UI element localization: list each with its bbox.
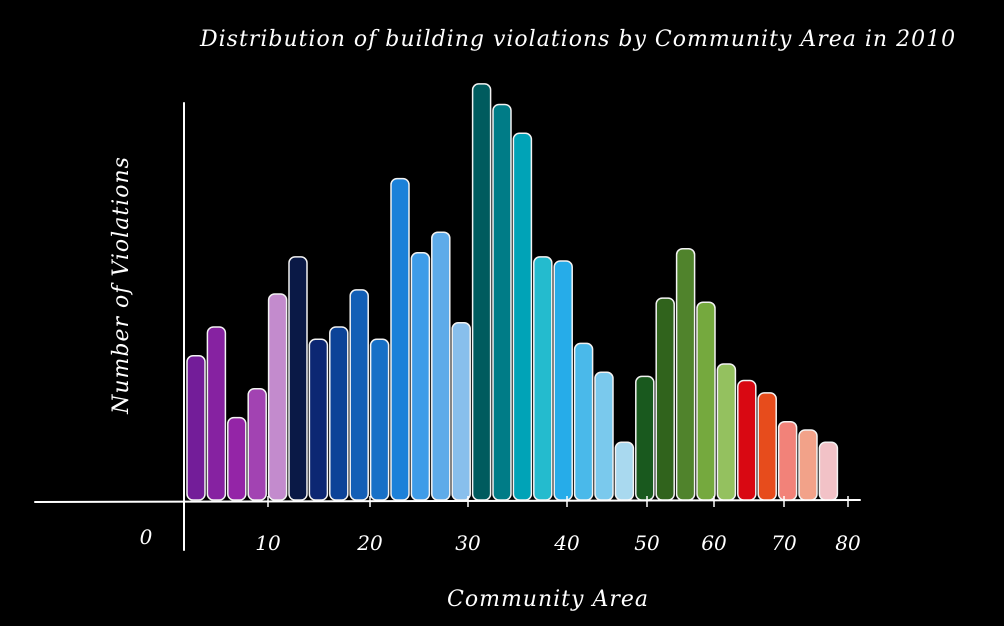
bar-area-1 (186, 355, 206, 501)
x-tick-label-10: 10 (255, 531, 281, 555)
bar-area-19 (553, 260, 573, 501)
x-tick-label-50: 50 (634, 531, 660, 555)
x-tick-label-30: 30 (455, 531, 481, 555)
x-tick-label-40: 40 (553, 531, 580, 555)
x-tick-label-0: 0 (140, 525, 153, 549)
bar-area-32 (818, 441, 839, 501)
bar-area-14 (451, 322, 471, 501)
bar-area-13 (431, 231, 451, 501)
bars-group (186, 83, 839, 501)
bar-area-28 (737, 379, 757, 501)
x-tick-label-70: 70 (771, 531, 797, 555)
bar-area-31 (798, 429, 818, 501)
bar-area-22 (614, 441, 635, 501)
bar-area-25 (675, 247, 696, 501)
bar-area-23 (635, 375, 655, 501)
x-tick-label-80: 80 (835, 531, 861, 555)
bar-area-2 (206, 326, 227, 501)
bar-area-27 (716, 363, 737, 501)
bar-area-30 (777, 420, 798, 501)
bar-area-17 (512, 132, 533, 501)
chart-title: Distribution of building violations by C… (199, 27, 956, 52)
y-axis-label: Number of Violations (109, 156, 134, 415)
bar-area-8 (329, 326, 349, 501)
bar-area-20 (573, 342, 594, 501)
bar-area-11 (390, 177, 410, 501)
bar-area-29 (757, 392, 777, 501)
bar-area-18 (533, 256, 553, 501)
bar-area-9 (349, 289, 369, 501)
bar-area-3 (227, 416, 247, 501)
bar-area-15 (471, 83, 492, 501)
x-axis-line (34, 499, 861, 503)
bar-area-4 (247, 388, 267, 501)
x-axis-label: Community Area (447, 587, 649, 612)
bar-area-21 (594, 371, 614, 501)
bar-area-7 (308, 338, 329, 501)
bar-area-6 (288, 256, 308, 501)
bar-area-24 (655, 297, 675, 501)
x-tick-label-60: 60 (701, 531, 727, 555)
bar-area-26 (696, 301, 716, 501)
bar-area-5 (267, 293, 288, 501)
x-ticks-group: 0 10 20 30 40 50 60 70 80 (140, 496, 861, 555)
bar-area-12 (410, 252, 431, 501)
x-tick-label-20: 20 (356, 531, 383, 555)
bar-area-10 (369, 338, 390, 501)
bar-area-16 (492, 103, 512, 501)
